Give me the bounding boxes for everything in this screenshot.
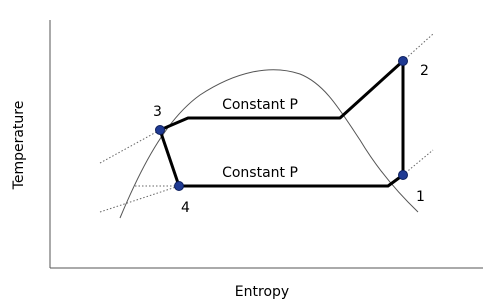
point-label: 3 xyxy=(153,104,162,120)
process-label: Constant P xyxy=(222,165,298,181)
point-label: 2 xyxy=(420,63,429,79)
point-label: 1 xyxy=(416,189,425,205)
y-axis-label: Temperature xyxy=(11,101,27,191)
point-label: 4 xyxy=(181,200,190,216)
guide-lines xyxy=(99,33,434,213)
x-axis-label: Entropy xyxy=(235,284,289,300)
state-points xyxy=(155,56,408,191)
cycle-path xyxy=(158,59,405,188)
process-label: Constant P xyxy=(222,97,298,113)
